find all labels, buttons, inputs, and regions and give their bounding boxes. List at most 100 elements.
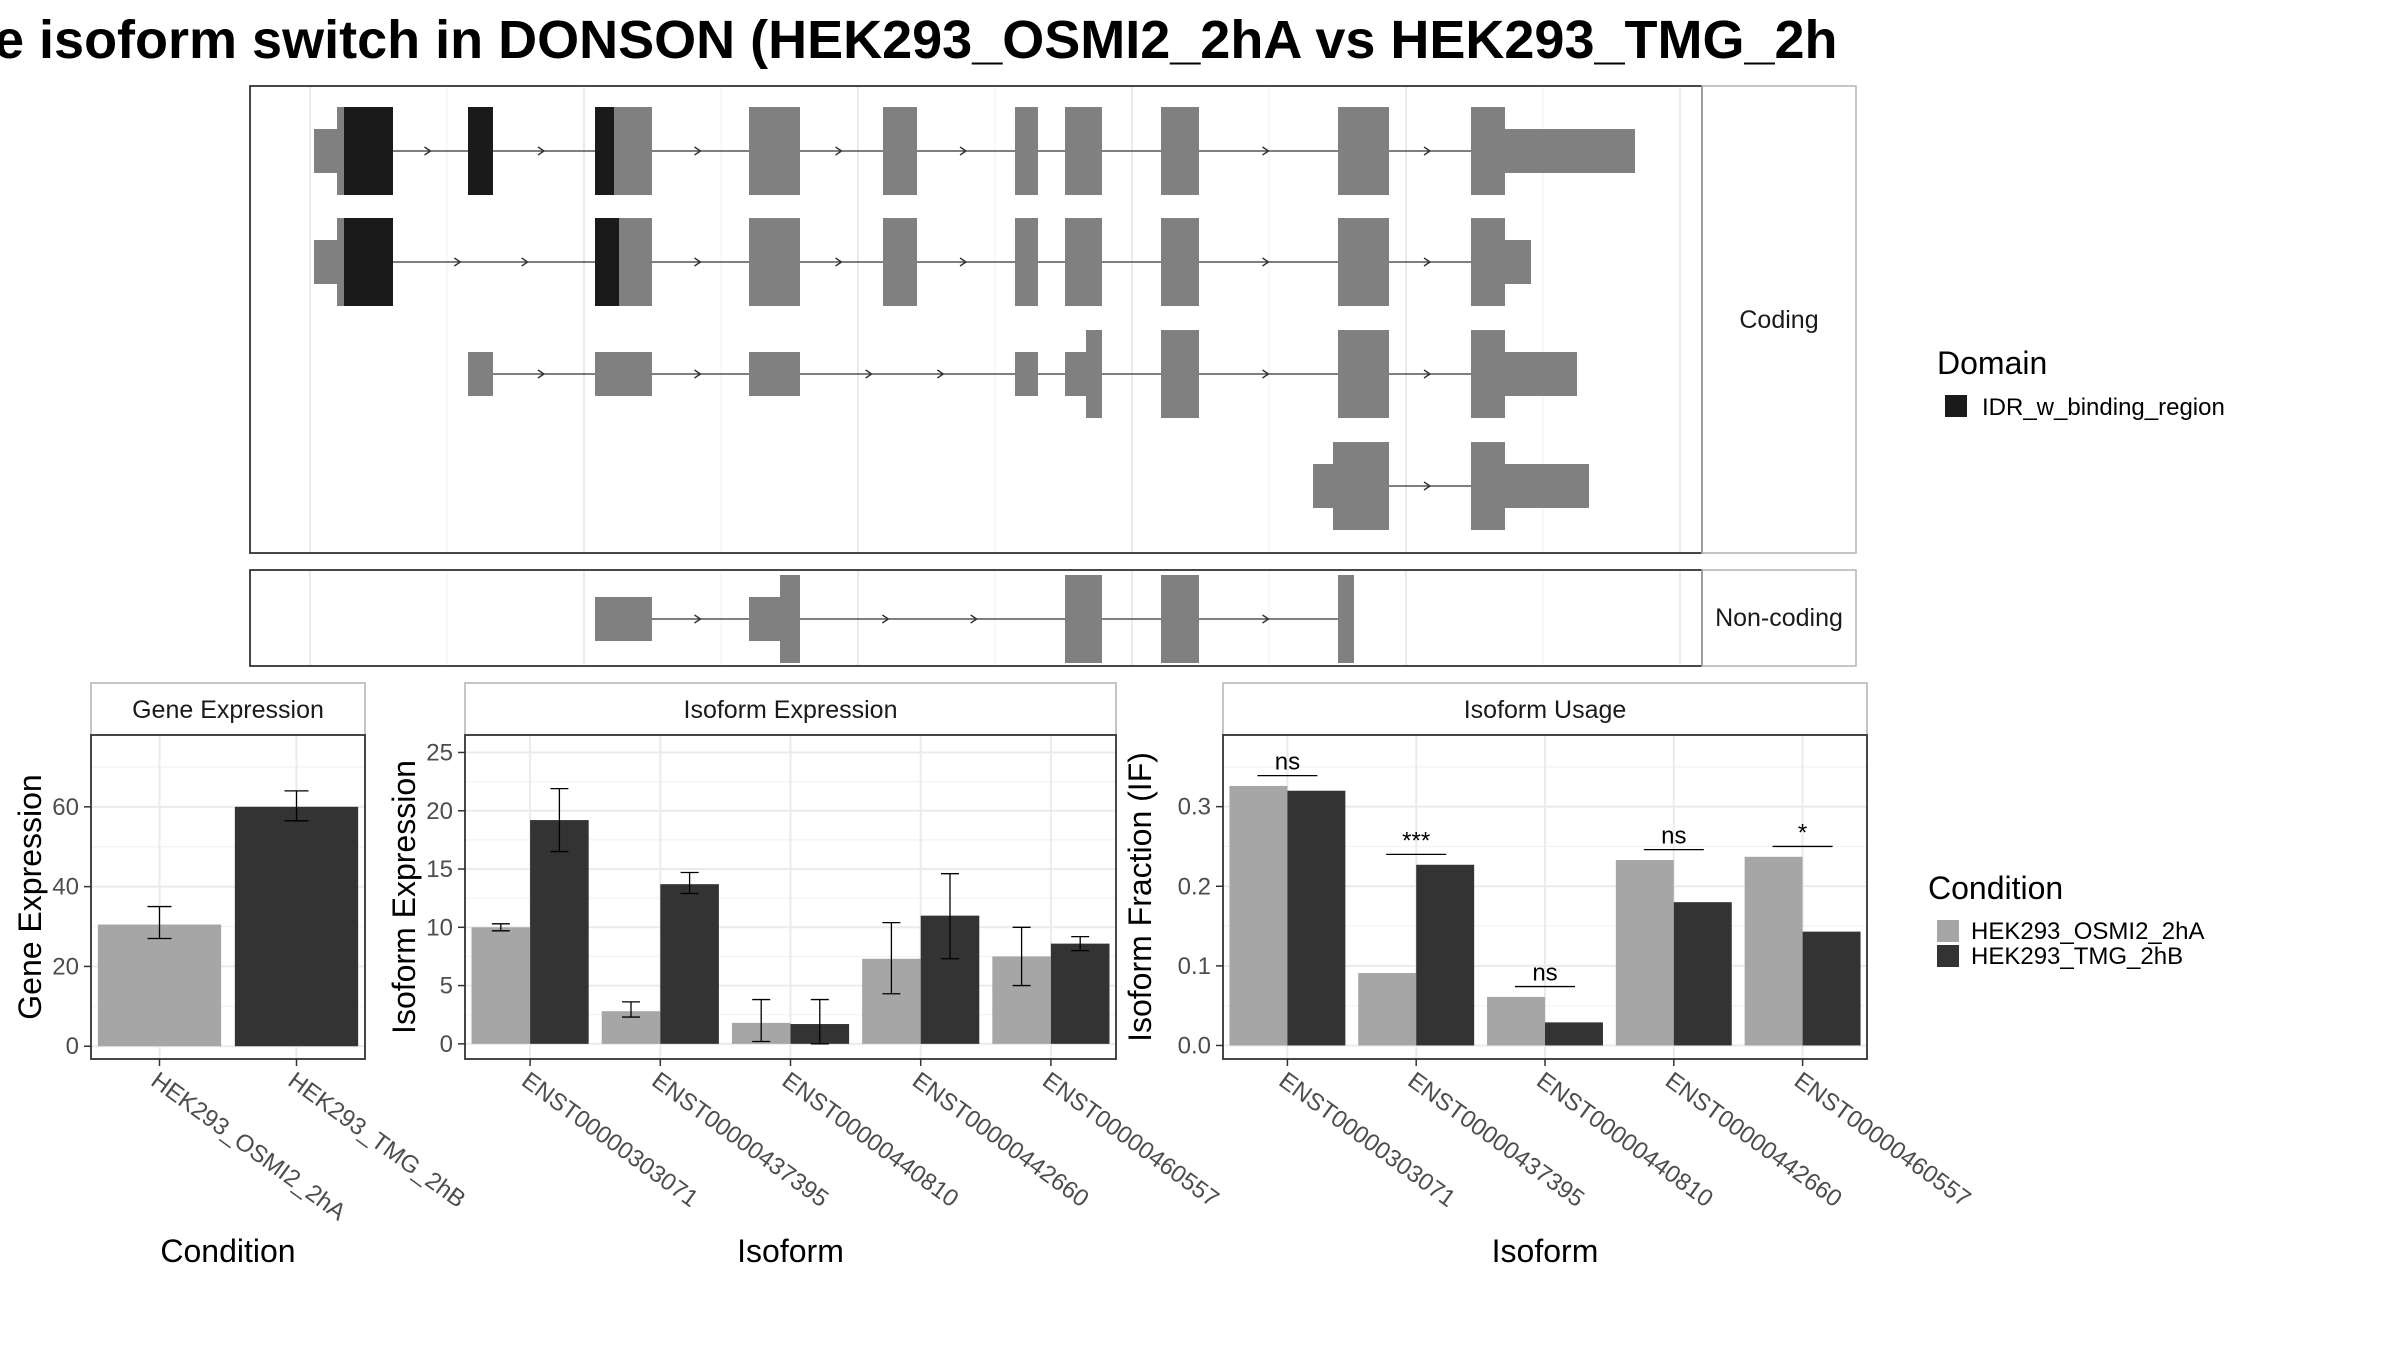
intron-arrow [936, 369, 945, 379]
significance-label: ns [1532, 960, 1557, 987]
bar-osmi2 [1615, 859, 1674, 1046]
noncoding-strip [1701, 569, 1857, 667]
domain-exon [595, 218, 619, 306]
x-axis-title: Condition [160, 1233, 295, 1269]
coding-isoform-tracks [314, 107, 1635, 530]
utr-exon [1065, 352, 1086, 396]
cds-exon [337, 218, 344, 306]
cds-exon [883, 107, 917, 195]
error-bar [622, 1001, 641, 1018]
cds-exon [1338, 107, 1389, 195]
error-bar [752, 998, 771, 1043]
bar-osmi2 [1229, 785, 1288, 1046]
cds-exon [1471, 330, 1505, 418]
bar-tmg [1802, 931, 1861, 1046]
utr-exon [1015, 352, 1038, 396]
bar-tmg [1287, 790, 1346, 1046]
cds-exon [1471, 107, 1505, 195]
bar-tmg [1050, 943, 1110, 1044]
cds-exon [883, 218, 917, 306]
utr-exon [1505, 352, 1577, 396]
noncoding-isoform-tracks [595, 575, 1354, 663]
condition-legend-label-osmi2: HEK293_OSMI2_2hA [1971, 918, 2204, 945]
significance-label: * [1798, 819, 1807, 846]
utr-exon [749, 597, 780, 641]
error-bar [284, 790, 309, 822]
bar-osmi2 [1358, 973, 1417, 1046]
cds-exon [780, 575, 800, 663]
intron-arrow [1262, 369, 1270, 379]
bar-osmi2 [471, 927, 531, 1044]
intron-arrow [1262, 146, 1270, 156]
y-tick-label: 0 [66, 1033, 79, 1060]
x-axis-title: Isoform [1492, 1233, 1599, 1269]
y-tick-label: 0.1 [1178, 953, 1211, 980]
panel-strip-title: Gene Expression [132, 696, 324, 724]
intron-arrow [424, 146, 432, 156]
y-tick-label: 10 [426, 914, 453, 941]
intron-arrow [835, 257, 843, 267]
cds-exon [1471, 442, 1505, 530]
intron-arrow [1423, 481, 1432, 491]
cds-exon [1338, 575, 1354, 663]
panel-strip-title: Isoform Usage [1464, 696, 1627, 724]
isoform-track-0 [314, 107, 1635, 195]
y-tick-label: 0 [440, 1031, 453, 1058]
error-bar [550, 787, 569, 853]
x-axis-title: Isoform [737, 1233, 844, 1269]
intron-arrow [521, 257, 529, 267]
error-bar [940, 873, 959, 960]
domain-exon [344, 218, 393, 306]
intron-arrow [881, 614, 890, 624]
cds-exon [1161, 107, 1199, 195]
intron-arrow [694, 614, 702, 624]
bar-tmg [660, 884, 719, 1044]
y-tick-label: 5 [440, 973, 453, 1000]
domain-legend-key [1945, 395, 1967, 417]
utr-exon [1505, 129, 1635, 173]
utr-exon [595, 352, 652, 396]
cds-exon [1338, 330, 1389, 418]
intron-arrow [835, 146, 843, 156]
bar-tmg [234, 806, 359, 1047]
domain-legend-label: IDR_w_binding_region [1982, 394, 2225, 421]
cds-exon [1333, 442, 1389, 530]
cds-exon [749, 107, 800, 195]
intron-arrow [1423, 146, 1432, 156]
isoform-track-3 [1313, 442, 1589, 530]
y-tick-label: 40 [52, 874, 79, 901]
y-tick-label: 20 [52, 953, 79, 980]
bar-tmg [530, 820, 589, 1044]
cds-exon [1065, 218, 1102, 306]
utr-exon [1313, 464, 1333, 508]
condition-legend-title: Condition [1928, 870, 2063, 906]
intron-arrow [970, 614, 978, 624]
y-axis-title: Isoform Expression [386, 760, 422, 1034]
cds-exon [1015, 218, 1038, 306]
utr-exon [595, 597, 652, 641]
cds-exon [614, 107, 652, 195]
coding-panel-grid [309, 87, 1681, 552]
intron-arrow [453, 257, 462, 267]
cds-exon [1065, 107, 1102, 195]
intron-arrow [959, 257, 968, 267]
utr-exon [1505, 240, 1531, 284]
coding-strip-label: Coding [1739, 306, 1818, 334]
y-axis-title: Gene Expression [12, 774, 48, 1019]
condition-legend-key-tmg [1937, 945, 1959, 967]
significance-label: *** [1402, 827, 1430, 854]
panel-frame [90, 734, 366, 1060]
significance-label: ns [1661, 823, 1686, 850]
intron-arrow [1262, 614, 1270, 624]
domain-exon [595, 107, 614, 195]
figure-title: e isoform switch in DONSON (HEK293_OSMI2… [0, 10, 1838, 70]
intron-arrow [1423, 369, 1432, 379]
utr-exon [314, 129, 337, 173]
error-bar [882, 921, 901, 995]
y-axis-title: Isoform Fraction (IF) [1122, 752, 1158, 1042]
bar-tmg [1545, 1022, 1603, 1046]
noncoding-strip-label: Non-coding [1715, 604, 1843, 632]
condition-legend-key-osmi2 [1937, 920, 1959, 942]
error-bar [680, 871, 699, 895]
